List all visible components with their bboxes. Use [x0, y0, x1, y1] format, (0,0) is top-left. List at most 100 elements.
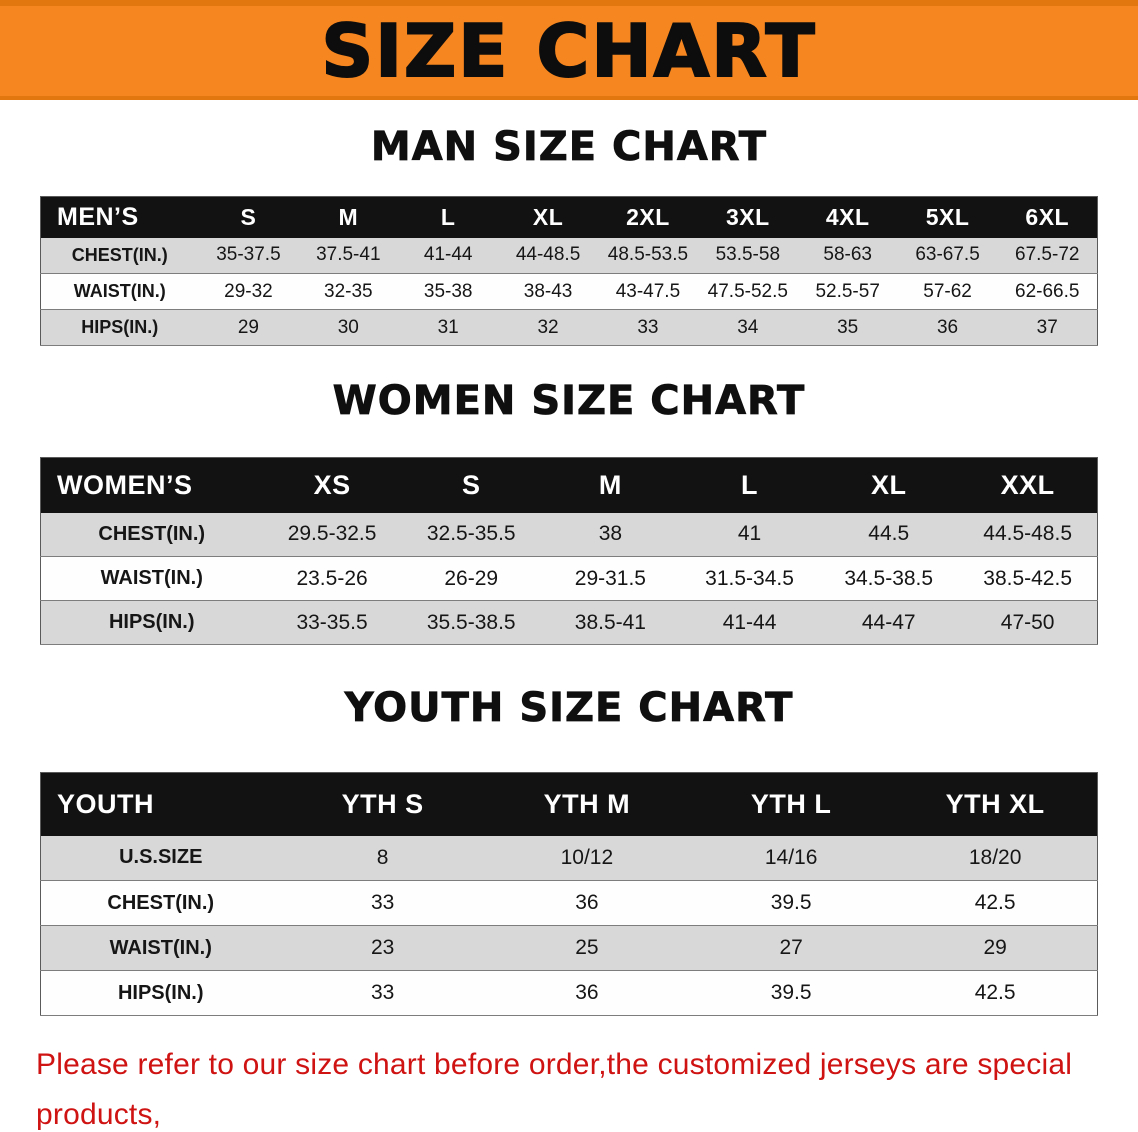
- size-value: 44-48.5: [498, 237, 598, 274]
- size-value: 44-47: [819, 600, 959, 645]
- row-label: HIPS(IN.): [40, 600, 263, 645]
- size-column-header: YTH L: [689, 772, 894, 836]
- row-label: HIPS(IN.): [40, 309, 199, 346]
- row-label: WAIST(IN.): [40, 556, 263, 601]
- table-row: U.S.SIZE 8 10/12 14/16 18/20: [40, 835, 1098, 881]
- size-value: 41: [679, 512, 820, 557]
- size-value: 29: [198, 309, 299, 346]
- row-label: WAIST(IN.): [40, 273, 199, 310]
- size-value: 27: [689, 925, 894, 971]
- table-row: WAIST(IN.) 23.5-26 26-29 29-31.5 31.5-34.5 34…: [40, 556, 1098, 601]
- size-value: 38: [540, 512, 680, 557]
- size-value: 14/16: [689, 835, 894, 881]
- size-value: 42.5: [893, 970, 1098, 1016]
- size-value: 39.5: [689, 880, 894, 926]
- size-value: 48.5-53.5: [598, 237, 698, 274]
- size-value: 10/12: [484, 835, 689, 881]
- row-label: CHEST(IN.): [40, 512, 263, 557]
- size-value: 29: [893, 925, 1098, 971]
- size-chart-banner: SIZE CHART: [0, 0, 1138, 100]
- table-header-row: YOUTH YTH S YTH M YTH L YTH XL: [40, 772, 1098, 836]
- table-row: CHEST(IN.) 33 36 39.5 42.5: [40, 880, 1098, 926]
- size-value: 32: [498, 309, 598, 346]
- footer-line-1: Please refer to our size chart before or…: [36, 1048, 1073, 1131]
- size-value: 32-35: [298, 273, 399, 310]
- size-value: 23.5-26: [262, 556, 402, 601]
- size-column-header: YTH S: [280, 772, 485, 836]
- table-header-row: MEN’S S M L XL 2XL 3XL 4XL 5XL 6XL: [40, 196, 1098, 238]
- size-value: 53.5-58: [697, 237, 798, 274]
- size-value: 31: [398, 309, 499, 346]
- youth-size-table: YOUTH YTH S YTH M YTH L YTH XL U.S.SIZE 8 10/12…: [40, 772, 1098, 1016]
- size-value: 23: [280, 925, 485, 971]
- table-row: HIPS(IN.) 33 36 39.5 42.5: [40, 970, 1098, 1016]
- size-column-header: YTH XL: [893, 772, 1098, 836]
- size-column-header: L: [679, 457, 820, 513]
- table-header-row: WOMEN’S XS S M L XL XXL: [40, 457, 1098, 513]
- size-value: 35.5-38.5: [401, 600, 541, 645]
- size-value: 32.5-35.5: [401, 512, 541, 557]
- size-column-header: XL: [498, 196, 598, 238]
- women-section-heading: WOMEN SIZE CHART: [332, 378, 806, 425]
- size-column-header: 4XL: [797, 196, 898, 238]
- size-value: 47.5-52.5: [697, 273, 798, 310]
- size-value: 38-43: [498, 273, 598, 310]
- row-label: CHEST(IN.): [40, 237, 199, 274]
- size-value: 67.5-72: [997, 237, 1098, 274]
- size-value: 43-47.5: [598, 273, 698, 310]
- size-value: 25: [484, 925, 689, 971]
- size-value: 33: [280, 880, 485, 926]
- table-corner-label: YOUTH: [40, 772, 281, 836]
- size-value: 39.5: [689, 970, 894, 1016]
- size-value: 41-44: [679, 600, 820, 645]
- table-corner-label: MEN’S: [40, 196, 199, 238]
- size-value: 44.5: [819, 512, 959, 557]
- men-section-heading: MAN SIZE CHART: [370, 124, 768, 171]
- size-column-header: M: [298, 196, 399, 238]
- size-value: 34.5-38.5: [819, 556, 959, 601]
- size-value: 35: [797, 309, 898, 346]
- size-value: 34: [697, 309, 798, 346]
- row-label: U.S.SIZE: [40, 835, 281, 881]
- size-value: 36: [484, 970, 689, 1016]
- size-value: 57-62: [897, 273, 998, 310]
- size-value: 26-29: [401, 556, 541, 601]
- size-value: 47-50: [958, 600, 1098, 645]
- table-corner-label: WOMEN’S: [40, 457, 263, 513]
- size-column-header: 2XL: [598, 196, 698, 238]
- size-column-header: 6XL: [997, 196, 1098, 238]
- size-column-header: L: [398, 196, 499, 238]
- size-value: 42.5: [893, 880, 1098, 926]
- size-value: 37.5-41: [298, 237, 399, 274]
- youth-size-section: YOUTH SIZE CHART YOUTH YTH S YTH M YTH L YTH…: [0, 685, 1138, 1016]
- size-value: 38.5-41: [540, 600, 680, 645]
- size-value: 35-37.5: [198, 237, 299, 274]
- size-column-header: S: [198, 196, 299, 238]
- table-row: WAIST(IN.) 23 25 27 29: [40, 925, 1098, 971]
- size-value: 29.5-32.5: [262, 512, 402, 557]
- row-label: CHEST(IN.): [40, 880, 281, 926]
- size-value: 44.5-48.5: [958, 512, 1098, 557]
- size-value: 18/20: [893, 835, 1098, 881]
- women-size-section: WOMEN SIZE CHART WOMEN’S XS S M L XL XXL CHEST(…: [0, 378, 1138, 645]
- size-value: 38.5-42.5: [958, 556, 1098, 601]
- row-label: WAIST(IN.): [40, 925, 281, 971]
- row-label: HIPS(IN.): [40, 970, 281, 1016]
- men-size-section: MAN SIZE CHART MEN’S S M L XL 2XL 3XL 4XL 5XL 6XL…: [0, 124, 1138, 346]
- size-column-header: XL: [819, 457, 959, 513]
- size-value: 29-31.5: [540, 556, 680, 601]
- table-row: WAIST(IN.) 29-32 32-35 35-38 38-43 43-47.5 47.…: [40, 273, 1098, 310]
- size-column-header: M: [540, 457, 680, 513]
- women-size-table: WOMEN’S XS S M L XL XXL CHEST(IN.) 29.5-32.5 32.5…: [40, 457, 1098, 645]
- size-value: 62-66.5: [997, 273, 1098, 310]
- size-column-header: YTH M: [484, 772, 689, 836]
- size-column-header: 5XL: [897, 196, 998, 238]
- size-value: 30: [298, 309, 399, 346]
- size-value: 8: [280, 835, 485, 881]
- size-value: 41-44: [398, 237, 499, 274]
- men-size-table: MEN’S S M L XL 2XL 3XL 4XL 5XL 6XL CHEST(IN.) 35-37…: [40, 196, 1098, 346]
- size-value: 35-38: [398, 273, 499, 310]
- size-value: 33: [598, 309, 698, 346]
- size-value: 29-32: [198, 273, 299, 310]
- table-row: HIPS(IN.) 33-35.5 35.5-38.5 38.5-41 41-44 44-…: [40, 600, 1098, 645]
